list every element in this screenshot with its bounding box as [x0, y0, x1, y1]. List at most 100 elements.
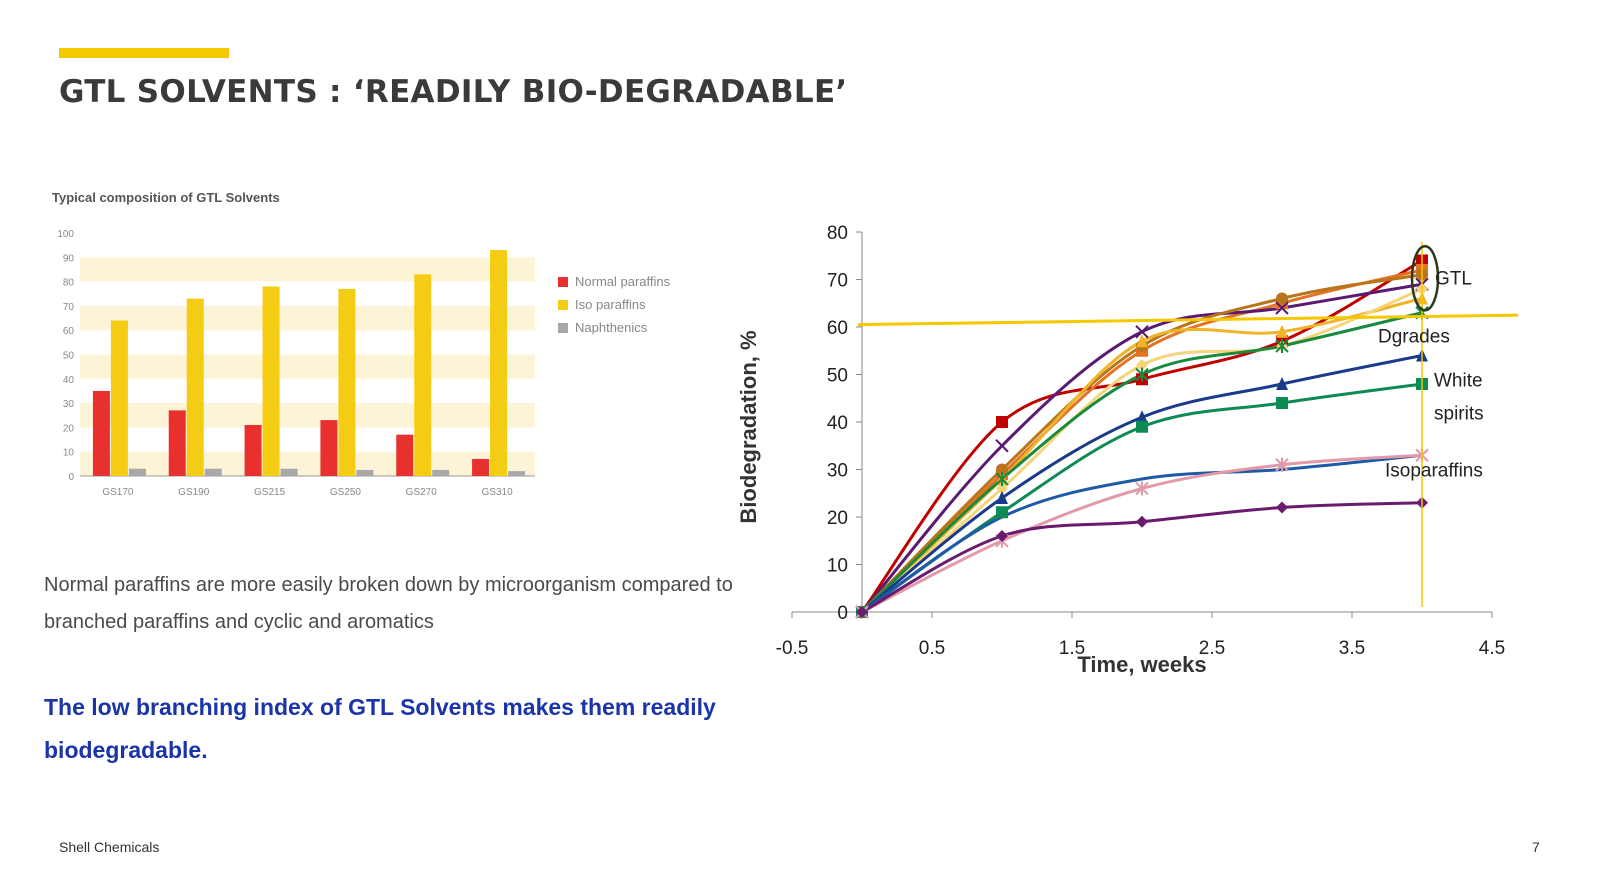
x-tick-label: GS190 — [178, 487, 210, 498]
gtl-highlight-ellipse — [1410, 245, 1440, 312]
bar — [280, 468, 298, 476]
bar — [472, 458, 490, 476]
annotation-dgrades: Dgrades — [1378, 327, 1450, 348]
chart-title: Typical composition of GTL Solvents — [52, 190, 280, 205]
x-tick-label: 3.5 — [1339, 638, 1365, 659]
data-point — [996, 416, 1008, 428]
grid-band — [80, 354, 535, 379]
y-tick-label: 10 — [827, 556, 848, 577]
data-point — [1136, 515, 1148, 528]
bar — [414, 274, 432, 476]
annotation-white: White — [1434, 370, 1483, 391]
grid-band — [80, 451, 535, 476]
bar — [168, 410, 186, 476]
legend-swatch — [558, 300, 568, 310]
bar — [356, 469, 374, 476]
x-tick-label: GS310 — [482, 487, 514, 498]
data-point — [1136, 410, 1148, 424]
legend-swatch — [558, 323, 568, 333]
slide-title: GTL SOLVENTS : ‘READILY BIO-DEGRADABLE’ — [59, 74, 848, 110]
series-line — [860, 259, 1423, 613]
y-tick-label: 20 — [63, 423, 75, 434]
data-point — [996, 491, 1008, 504]
y-tick-label: 90 — [63, 253, 75, 264]
data-point — [1135, 325, 1149, 339]
bar — [244, 424, 262, 476]
data-point — [996, 463, 1008, 476]
data-point — [1276, 324, 1288, 338]
y-tick-label: 20 — [827, 508, 848, 529]
page-number: 7 — [1532, 839, 1540, 855]
data-point — [1276, 292, 1288, 305]
grid-band — [80, 403, 535, 428]
data-point — [856, 606, 868, 618]
composition-bar-chart: Typical composition of GTL Solvents 0 10 20… — [52, 190, 671, 498]
footer-brand: Shell Chemicals — [59, 839, 160, 855]
data-point — [1276, 377, 1288, 390]
data-point — [1276, 397, 1288, 409]
legend-label: Iso paraffins — [575, 297, 646, 312]
x-tick-label: 1.5 — [1059, 638, 1085, 659]
series-line — [861, 453, 1423, 614]
bar — [338, 288, 356, 476]
threshold-line — [857, 313, 1519, 327]
y-tick-label: 50 — [827, 366, 848, 387]
series-line — [860, 282, 1423, 613]
y-tick-label: 40 — [827, 413, 848, 434]
data-point — [1136, 334, 1148, 348]
y-tick-label: 30 — [63, 399, 75, 410]
x-tick-label: GS250 — [330, 487, 362, 498]
annotation-spirits: spirits — [1434, 404, 1484, 425]
y-tick-label: 80 — [827, 223, 848, 244]
legend-label: Normal paraffins — [575, 274, 671, 289]
data-point — [996, 530, 1008, 542]
bar — [490, 250, 508, 476]
data-point — [996, 482, 1008, 495]
x-tick-label: GS170 — [102, 487, 134, 498]
x-tick-label: GS215 — [254, 487, 286, 498]
y-tick-label: 0 — [837, 603, 848, 624]
y-tick-label: 50 — [63, 351, 75, 362]
bar — [128, 468, 146, 476]
x-tick-label: -0.5 — [776, 638, 809, 659]
body-text: Normal paraffins are more easily broken … — [44, 574, 733, 633]
bar — [396, 434, 414, 476]
data-point — [995, 472, 1009, 486]
y-tick-label: 70 — [63, 302, 75, 313]
data-point — [1275, 301, 1289, 315]
y-tick-label: 100 — [57, 229, 74, 240]
legend-label: Naphthenics — [575, 320, 648, 335]
y-tick-label: 60 — [827, 318, 848, 339]
y-tick-label: 60 — [63, 326, 75, 337]
bar — [320, 420, 338, 476]
key-message: The low branching index of GTL Solvents … — [44, 694, 716, 763]
title-accent-bar — [59, 48, 229, 58]
data-point — [1135, 367, 1149, 382]
y-tick-label: 30 — [827, 461, 848, 482]
bar — [92, 390, 110, 476]
x-tick-label: 2.5 — [1199, 638, 1225, 659]
y-tick-label: 0 — [68, 472, 74, 483]
data-point — [1275, 457, 1289, 472]
annotation-gtl: GTL — [1435, 269, 1472, 290]
biodegradation-line-chart: 0 10 20 30 40 50 60 70 80 -0.5 0.5 1.5 2.5 3.5 4.5 Time… — [740, 223, 1519, 677]
y-tick-label: 40 — [63, 375, 75, 386]
data-point — [1135, 481, 1149, 496]
x-tick-label: 0.5 — [919, 638, 945, 659]
data-point — [1136, 420, 1148, 433]
series-line — [860, 273, 1423, 614]
y-tick-label: 10 — [63, 448, 75, 459]
data-point — [1136, 359, 1148, 371]
y-tick-label: 80 — [63, 278, 75, 289]
data-point — [995, 439, 1009, 453]
y-tick-label: 70 — [827, 271, 848, 292]
grid-band — [80, 257, 535, 282]
bar — [262, 286, 280, 476]
legend-swatch — [558, 277, 568, 287]
annotation-isoparaffins: Isoparaffins — [1385, 461, 1483, 482]
data-point — [996, 506, 1008, 519]
bar — [508, 471, 526, 476]
x-axis-label: Time, weeks — [1077, 652, 1206, 677]
bar — [204, 468, 222, 476]
bar — [432, 469, 450, 476]
